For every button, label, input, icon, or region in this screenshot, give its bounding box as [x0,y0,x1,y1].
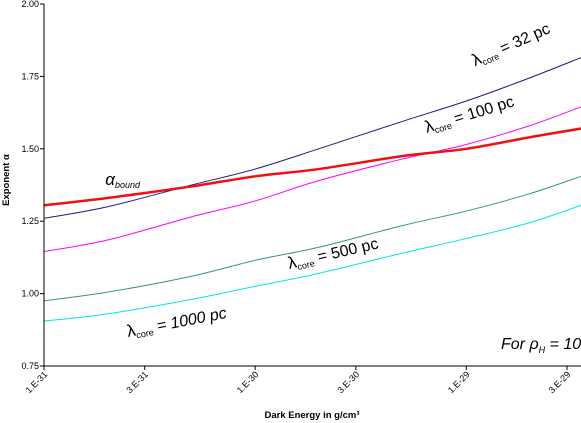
y-tick-label: 2.00 [21,0,39,9]
x-tick-label: 3.E-29 [547,369,573,395]
series-line-alpha_bound [44,127,581,207]
y-tick-label: 1.25 [21,216,39,226]
y-tick-label: 0.75 [21,361,39,371]
curve-labels: λcore = 32 pc λcore = 100 pc αbound λcore =… [105,19,581,355]
curve-label-lambda_32: λcore = 32 pc [469,19,553,71]
y-tick-label: 1.00 [21,289,39,299]
series-line-lambda_32 [44,57,581,219]
x-axis-title: Dark Energy in g/cm³ [264,410,359,421]
y-tick-label: 1.75 [21,71,39,81]
y-axis-title: Exponent α [1,154,12,206]
y-tick-label: 1.50 [21,144,39,154]
curve-label-lambda_500: λcore = 500 pc [286,234,380,274]
x-tick-label: 1.E-30 [235,369,261,395]
series-line-lambda_500 [44,175,581,302]
x-tick-label: 3.E-31 [124,369,150,395]
x-tick-label: 1.E-29 [446,369,472,395]
x-tick-label: 1.E-31 [24,369,50,395]
data-curves [44,57,581,322]
curve-label-alpha_bound: αbound [105,170,141,190]
series-line-lambda_100 [44,106,581,253]
x-tick-label: 3.E-30 [335,369,361,395]
curve-label-lambda_100: λcore = 100 pc [422,92,516,138]
series-line-lambda_1000 [44,204,581,322]
density-annotation: For ρH = 10 [501,336,581,355]
